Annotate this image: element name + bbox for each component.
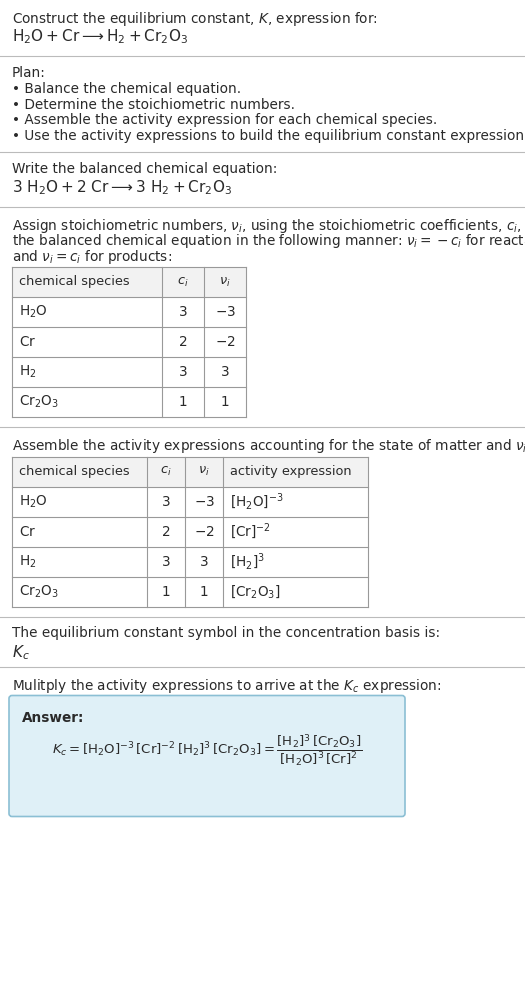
Text: 1: 1: [200, 584, 208, 599]
Text: Mulitply the activity expressions to arrive at the $K_c$ expression:: Mulitply the activity expressions to arr…: [12, 677, 442, 695]
Text: $\mathrm{Cr_2O_3}$: $\mathrm{Cr_2O_3}$: [19, 583, 59, 600]
Bar: [12, 387, 246, 417]
Text: 3: 3: [178, 305, 187, 319]
Bar: [12, 516, 368, 546]
Text: Write the balanced chemical equation:: Write the balanced chemical equation:: [12, 162, 277, 176]
Text: Construct the equilibrium constant, $K$, expression for:: Construct the equilibrium constant, $K$,…: [12, 10, 378, 28]
Text: • Use the activity expressions to build the equilibrium constant expression.: • Use the activity expressions to build …: [12, 129, 525, 143]
Text: 3: 3: [162, 554, 170, 568]
Text: • Assemble the activity expression for each chemical species.: • Assemble the activity expression for e…: [12, 113, 437, 127]
Bar: [12, 357, 246, 387]
Text: $[\mathrm{Cr_2O_3}]$: $[\mathrm{Cr_2O_3}]$: [230, 583, 280, 600]
Text: and $\nu_i = c_i$ for products:: and $\nu_i = c_i$ for products:: [12, 247, 172, 266]
Text: 1: 1: [220, 395, 229, 409]
Text: • Balance the chemical equation.: • Balance the chemical equation.: [12, 82, 241, 96]
Text: 3: 3: [220, 365, 229, 379]
Text: $-2$: $-2$: [215, 335, 235, 349]
Bar: [12, 576, 368, 607]
Text: $\mathrm{Cr_2O_3}$: $\mathrm{Cr_2O_3}$: [19, 393, 59, 410]
Text: the balanced chemical equation in the following manner: $\nu_i = -c_i$ for react: the balanced chemical equation in the fo…: [12, 232, 525, 250]
Text: $[\mathrm{H_2O}]^{-3}$: $[\mathrm{H_2O}]^{-3}$: [230, 491, 284, 512]
Bar: [12, 297, 246, 327]
Text: Assemble the activity expressions accounting for the state of matter and $\nu_i$: Assemble the activity expressions accoun…: [12, 437, 525, 455]
Text: $-3$: $-3$: [194, 495, 215, 508]
FancyBboxPatch shape: [9, 695, 405, 817]
Text: $K_c$: $K_c$: [12, 643, 30, 662]
Text: Assign stoichiometric numbers, $\nu_i$, using the stoichiometric coefficients, $: Assign stoichiometric numbers, $\nu_i$, …: [12, 216, 525, 234]
Text: $K_c = [\mathrm{H_2O}]^{-3}\,[\mathrm{Cr}]^{-2}\,[\mathrm{H_2}]^3\,[\mathrm{Cr_2: $K_c = [\mathrm{H_2O}]^{-3}\,[\mathrm{Cr…: [52, 732, 362, 769]
Text: 2: 2: [162, 524, 170, 538]
Text: chemical species: chemical species: [19, 276, 130, 289]
Text: 1: 1: [178, 395, 187, 409]
Text: Plan:: Plan:: [12, 65, 46, 79]
Text: $\mathrm{Cr}$: $\mathrm{Cr}$: [19, 335, 36, 349]
Text: $c_i$: $c_i$: [177, 276, 189, 289]
Bar: [12, 267, 246, 297]
Text: 2: 2: [178, 335, 187, 349]
Text: $-2$: $-2$: [194, 524, 214, 538]
Text: The equilibrium constant symbol in the concentration basis is:: The equilibrium constant symbol in the c…: [12, 627, 440, 641]
Text: Answer:: Answer:: [22, 710, 85, 724]
Text: activity expression: activity expression: [230, 465, 352, 478]
Text: 3: 3: [162, 495, 170, 508]
Bar: [12, 546, 368, 576]
Bar: [12, 457, 368, 487]
Text: $c_i$: $c_i$: [160, 465, 172, 478]
Text: $\mathrm{H_2O}$: $\mathrm{H_2O}$: [19, 493, 48, 510]
Text: $\mathrm{H_2}$: $\mathrm{H_2}$: [19, 553, 36, 569]
Text: $\nu_i$: $\nu_i$: [219, 276, 231, 289]
Text: 1: 1: [162, 584, 170, 599]
Text: $\mathrm{H_2O + Cr \longrightarrow H_2 + Cr_2O_3}$: $\mathrm{H_2O + Cr \longrightarrow H_2 +…: [12, 27, 188, 46]
Text: 3: 3: [200, 554, 208, 568]
Text: 3: 3: [178, 365, 187, 379]
Text: $\nu_i$: $\nu_i$: [198, 465, 210, 478]
Bar: [12, 487, 368, 516]
Text: chemical species: chemical species: [19, 465, 130, 478]
Text: $-3$: $-3$: [215, 305, 236, 319]
Text: $[\mathrm{H_2}]^3$: $[\mathrm{H_2}]^3$: [230, 551, 265, 571]
Text: $[\mathrm{Cr}]^{-2}$: $[\mathrm{Cr}]^{-2}$: [230, 521, 271, 541]
Text: $\mathrm{H_2O}$: $\mathrm{H_2O}$: [19, 304, 48, 320]
Text: $\mathrm{Cr}$: $\mathrm{Cr}$: [19, 524, 36, 538]
Text: • Determine the stoichiometric numbers.: • Determine the stoichiometric numbers.: [12, 98, 295, 112]
Bar: [12, 327, 246, 357]
Text: $\mathrm{3\ H_2O + 2\ Cr \longrightarrow 3\ H_2 + Cr_2O_3}$: $\mathrm{3\ H_2O + 2\ Cr \longrightarrow…: [12, 178, 232, 197]
Text: $\mathrm{H_2}$: $\mathrm{H_2}$: [19, 364, 36, 380]
